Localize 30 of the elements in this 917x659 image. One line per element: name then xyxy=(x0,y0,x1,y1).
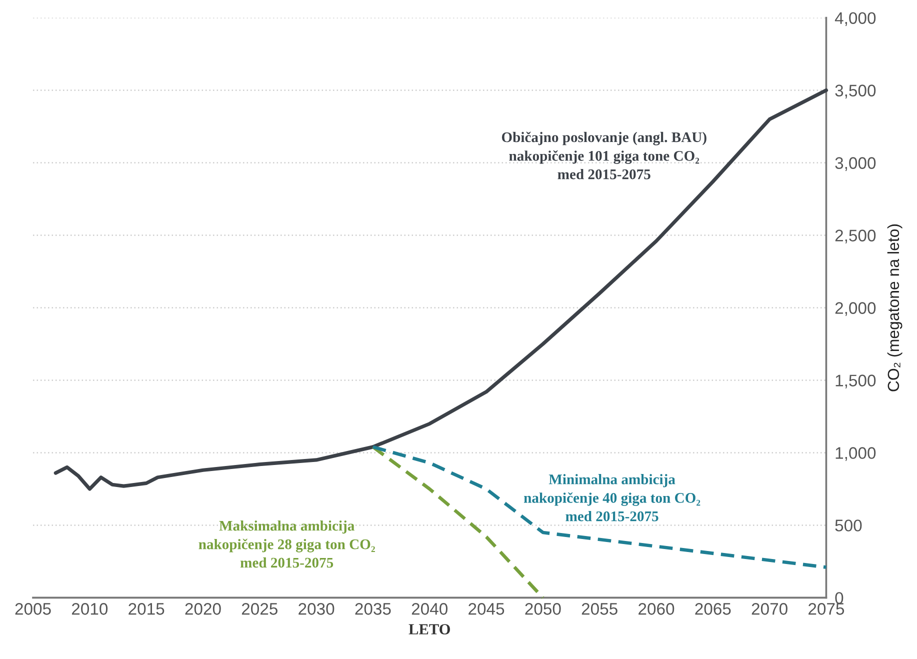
y-tick-label: 3,500 xyxy=(835,84,876,98)
x-tick-label: 2015 xyxy=(128,603,164,615)
y-tick-label: 1,000 xyxy=(836,447,876,461)
x-tick-label: 2010 xyxy=(72,603,108,615)
x-tick-label: 2045 xyxy=(468,603,504,615)
text: Maksimalna ambicija nakopičenje 28 giga ton CO₂ med 2015-2075 xyxy=(198,520,375,568)
y-tick-label: 500 xyxy=(835,520,862,532)
x-tick-label: 2030 xyxy=(298,603,334,615)
series-label: Minimalna ambicija nakopičenje 40 giga ton CO₂ med 2015-2075 xyxy=(524,474,700,522)
x-tick-label: 2065 xyxy=(695,603,731,615)
x-axis-title: LETO xyxy=(408,624,450,634)
x-tick-label: 2035 xyxy=(355,603,391,615)
x-tick-label: 2075 xyxy=(808,603,844,615)
x-tick-label: 2020 xyxy=(185,603,221,615)
x-tick-label: 2055 xyxy=(582,603,618,615)
y-axis-title: CO₂ (megatone na leto) xyxy=(887,224,902,392)
x-tick-label: 2040 xyxy=(412,603,448,615)
x-tick-label: 2005 xyxy=(15,603,51,615)
x-tick-label: 2025 xyxy=(242,603,278,615)
series-label: Običajno poslovanje (angl. BAU) nakopičenje 101 giga tone CO₂ med 2015-2075 xyxy=(502,132,706,180)
x-tick-label: 2060 xyxy=(638,603,674,615)
x-tick-label: 2070 xyxy=(752,603,788,615)
y-tick-label: 1,500 xyxy=(836,374,876,388)
y-tick-label: 4,000 xyxy=(834,12,876,26)
x-tick-label: 2050 xyxy=(525,603,561,615)
y-tick-label: 3,000 xyxy=(835,157,876,171)
y-tick-label: 2,000 xyxy=(835,302,876,316)
line-series xyxy=(54,88,828,491)
y-tick-label: 2,500 xyxy=(835,230,876,244)
y-tick-label: 0 xyxy=(835,592,844,604)
